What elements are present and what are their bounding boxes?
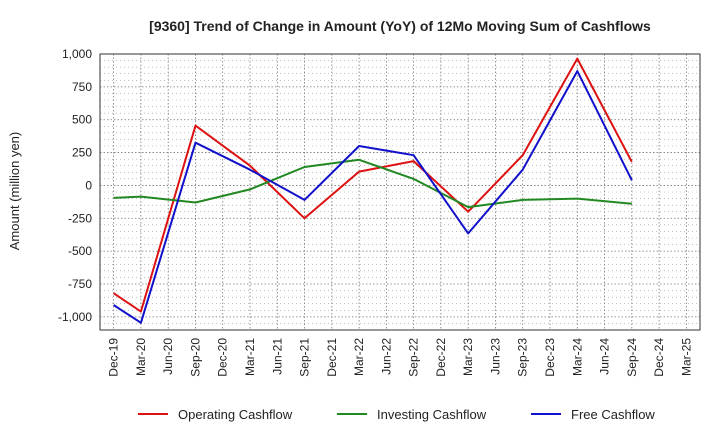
x-tick-label: Jun-20 xyxy=(161,338,175,375)
x-tick-label: Mar-21 xyxy=(243,338,257,376)
x-tick-label: Sep-22 xyxy=(407,338,421,377)
x-tick-label: Dec-22 xyxy=(434,338,448,377)
series-line-free-cashflow xyxy=(113,70,633,324)
x-tick-label: Mar-25 xyxy=(679,338,693,376)
x-tick-label: Jun-23 xyxy=(488,338,502,375)
y-axis-label: Amount (million yen) xyxy=(7,132,22,251)
x-tick-label: Dec-21 xyxy=(325,338,339,377)
x-tick-label: Dec-20 xyxy=(216,338,230,377)
x-tick-label: Sep-23 xyxy=(516,338,530,377)
plot-area-frame xyxy=(99,53,701,331)
legend-label-free-cashflow: Free Cashflow xyxy=(571,407,655,422)
x-tick-label: Sep-20 xyxy=(188,338,202,377)
x-tick-label: Dec-23 xyxy=(543,338,557,377)
series-line-investing-cashflow xyxy=(113,158,632,209)
legend: Operating Cashflow Investing Cashflow Free… xyxy=(138,407,655,422)
x-tick-label: Jun-22 xyxy=(379,338,393,375)
y-tick-label: 1,000 xyxy=(62,47,92,61)
x-tick-label: Dec-19 xyxy=(107,338,121,377)
chart-title: [9360] Trend of Change in Amount (YoY) o… xyxy=(149,18,651,34)
legend-label-investing-cashflow: Investing Cashflow xyxy=(377,407,487,422)
legend-label-operating-cashflow: Operating Cashflow xyxy=(178,407,293,422)
x-tick-label: Jun-24 xyxy=(598,338,612,375)
y-axis-ticks: 1,000 750 500 250 0 -250 -500 -750 -1,000 xyxy=(58,47,92,324)
grid-lines xyxy=(100,53,700,331)
x-tick-label: Mar-22 xyxy=(352,338,366,376)
y-tick-label: 0 xyxy=(85,178,92,192)
series-line-operating-cashflow xyxy=(113,57,633,313)
x-tick-label: Sep-24 xyxy=(625,338,639,377)
y-tick-label: -1,000 xyxy=(58,310,92,324)
series-lines xyxy=(113,57,633,324)
y-tick-label: -750 xyxy=(68,277,92,291)
x-tick-label: Dec-24 xyxy=(652,338,666,377)
x-tick-label: Mar-20 xyxy=(134,338,148,376)
x-tick-label: Sep-21 xyxy=(298,338,312,377)
y-tick-label: 250 xyxy=(72,146,92,160)
x-tick-label: Mar-23 xyxy=(461,338,475,376)
x-axis-ticks: Dec-19 Mar-20 Jun-20 Sep-20 Dec-20 Mar-21 Jun-… xyxy=(107,338,694,377)
x-tick-label: Jun-21 xyxy=(270,338,284,375)
y-tick-label: 500 xyxy=(72,113,92,127)
y-tick-label: 750 xyxy=(72,80,92,94)
x-tick-label: Mar-24 xyxy=(570,338,584,376)
y-tick-label: -500 xyxy=(68,244,92,258)
y-tick-label: -250 xyxy=(68,211,92,225)
